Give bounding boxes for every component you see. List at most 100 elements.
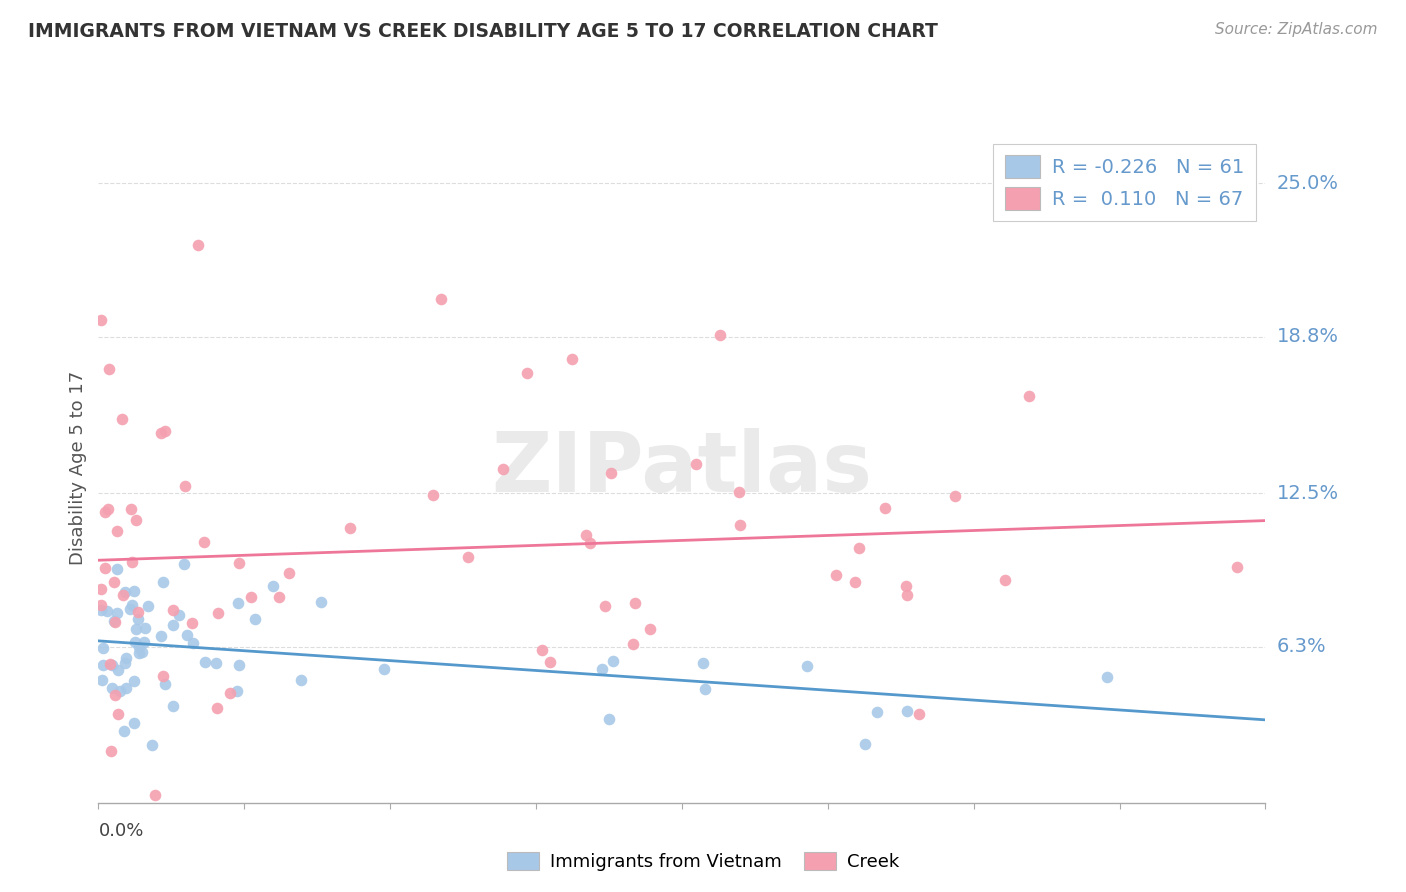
Point [262,579,284,593]
Y-axis label: Disability Age 5 to 17: Disability Age 5 to 17 [69,371,87,566]
Point [101,657,124,672]
Point [115,681,138,695]
Point [118,602,141,616]
Point [91,673,114,688]
Point [228,556,250,570]
Point [290,673,312,687]
Point [124,634,146,648]
Point [538,655,561,669]
Point [531,643,554,657]
Point [844,574,866,589]
Point [141,738,163,752]
Point [104,615,127,629]
Point [595,599,617,613]
Text: 12.5%: 12.5% [1277,483,1339,502]
Point [575,528,598,542]
Point [90,582,112,596]
Point [187,238,209,252]
Text: 6.3%: 6.3% [1277,637,1326,657]
Point [578,536,600,550]
Point [621,637,644,651]
Point [103,615,125,629]
Point [693,681,716,696]
Point [624,596,647,610]
Point [173,558,195,572]
Point [162,603,184,617]
Point [110,684,132,698]
Point [101,681,124,695]
Point [105,607,128,621]
Text: ZIPatlas: ZIPatlas [492,428,872,508]
Point [908,707,931,722]
Point [640,622,662,636]
Point [796,659,818,673]
Point [103,688,125,702]
Point [152,575,174,590]
Point [91,641,114,656]
Point [136,599,159,614]
Point [91,657,114,672]
Point [193,534,215,549]
Point [207,606,229,620]
Text: 18.8%: 18.8% [1277,327,1339,346]
Point [90,602,112,616]
Point [127,605,149,619]
Point [143,789,166,803]
Point [228,596,250,610]
Point [194,655,217,669]
Point [127,612,149,626]
Point [97,502,120,516]
Point [896,588,918,602]
Point [121,598,143,612]
Point [176,628,198,642]
Point [112,724,135,739]
Point [122,673,145,688]
Point [114,656,136,670]
Text: IMMIGRANTS FROM VIETNAM VS CREEK DISABILITY AGE 5 TO 17 CORRELATION CHART: IMMIGRANTS FROM VIETNAM VS CREEK DISABIL… [28,22,938,41]
Point [128,646,150,660]
Point [162,698,184,713]
Point [896,704,918,718]
Point [943,489,966,503]
Point [825,567,848,582]
Point [561,352,583,367]
Point [602,654,624,668]
Point [728,517,751,532]
Point [373,662,395,676]
Point [422,488,444,502]
Point [107,524,129,539]
Point [120,501,142,516]
Text: Source: ZipAtlas.com: Source: ZipAtlas.com [1215,22,1378,37]
Point [134,621,156,635]
Point [848,541,870,555]
Point [153,424,176,438]
Point [239,590,262,604]
Point [149,629,172,643]
Point [97,362,120,376]
Point [105,562,128,576]
Point [1225,559,1247,574]
Point [98,657,121,671]
Point [100,744,122,758]
Point [114,651,136,665]
Point [125,513,148,527]
Point [169,608,191,623]
Text: 0.0%: 0.0% [98,822,143,839]
Point [243,612,266,626]
Point [131,645,153,659]
Point [866,705,889,719]
Point [894,579,917,593]
Point [107,663,129,677]
Point [600,467,623,481]
Point [96,604,118,618]
Point [205,657,228,671]
Point [277,566,299,581]
Point [93,561,115,575]
Point [149,425,172,440]
Point [218,686,240,700]
Point [994,573,1017,587]
Point [103,575,125,590]
Point [685,457,707,471]
Point [152,669,174,683]
Point [267,590,290,604]
